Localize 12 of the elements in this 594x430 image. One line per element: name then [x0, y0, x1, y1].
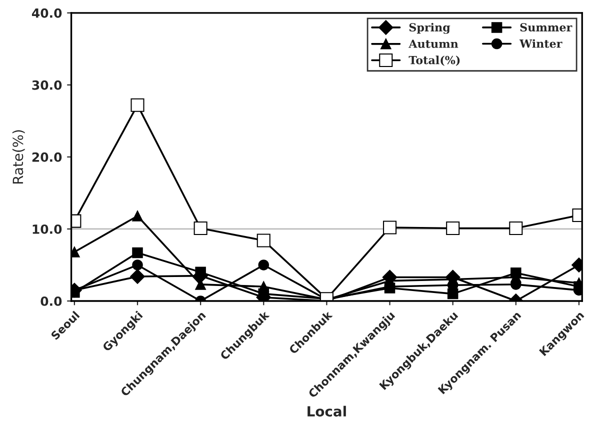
y-tick-label: 40.0	[32, 8, 62, 18]
legend-label: Summer	[520, 23, 572, 32]
y-tick-label: 20.0	[32, 152, 62, 162]
y-axis-title: Rate(%)	[12, 130, 25, 184]
legend-label: Total(%)	[408, 56, 460, 66]
legend-label: Autumn	[408, 40, 458, 48]
y-tick-label: 10.0	[32, 224, 62, 234]
y-tick-label: 30.0	[32, 80, 62, 90]
x-axis-title: Local	[308, 406, 346, 417]
y-tick-label: 0.0	[40, 296, 62, 306]
legend-label: Winter	[519, 39, 562, 48]
legend-label: Spring	[409, 22, 450, 34]
